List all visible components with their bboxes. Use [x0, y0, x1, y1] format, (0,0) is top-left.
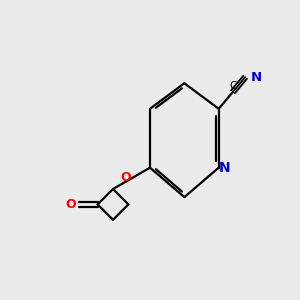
Text: N: N [219, 161, 230, 175]
Text: N: N [250, 71, 262, 84]
Text: C: C [230, 81, 237, 91]
Text: O: O [120, 172, 131, 184]
Text: O: O [65, 198, 76, 211]
